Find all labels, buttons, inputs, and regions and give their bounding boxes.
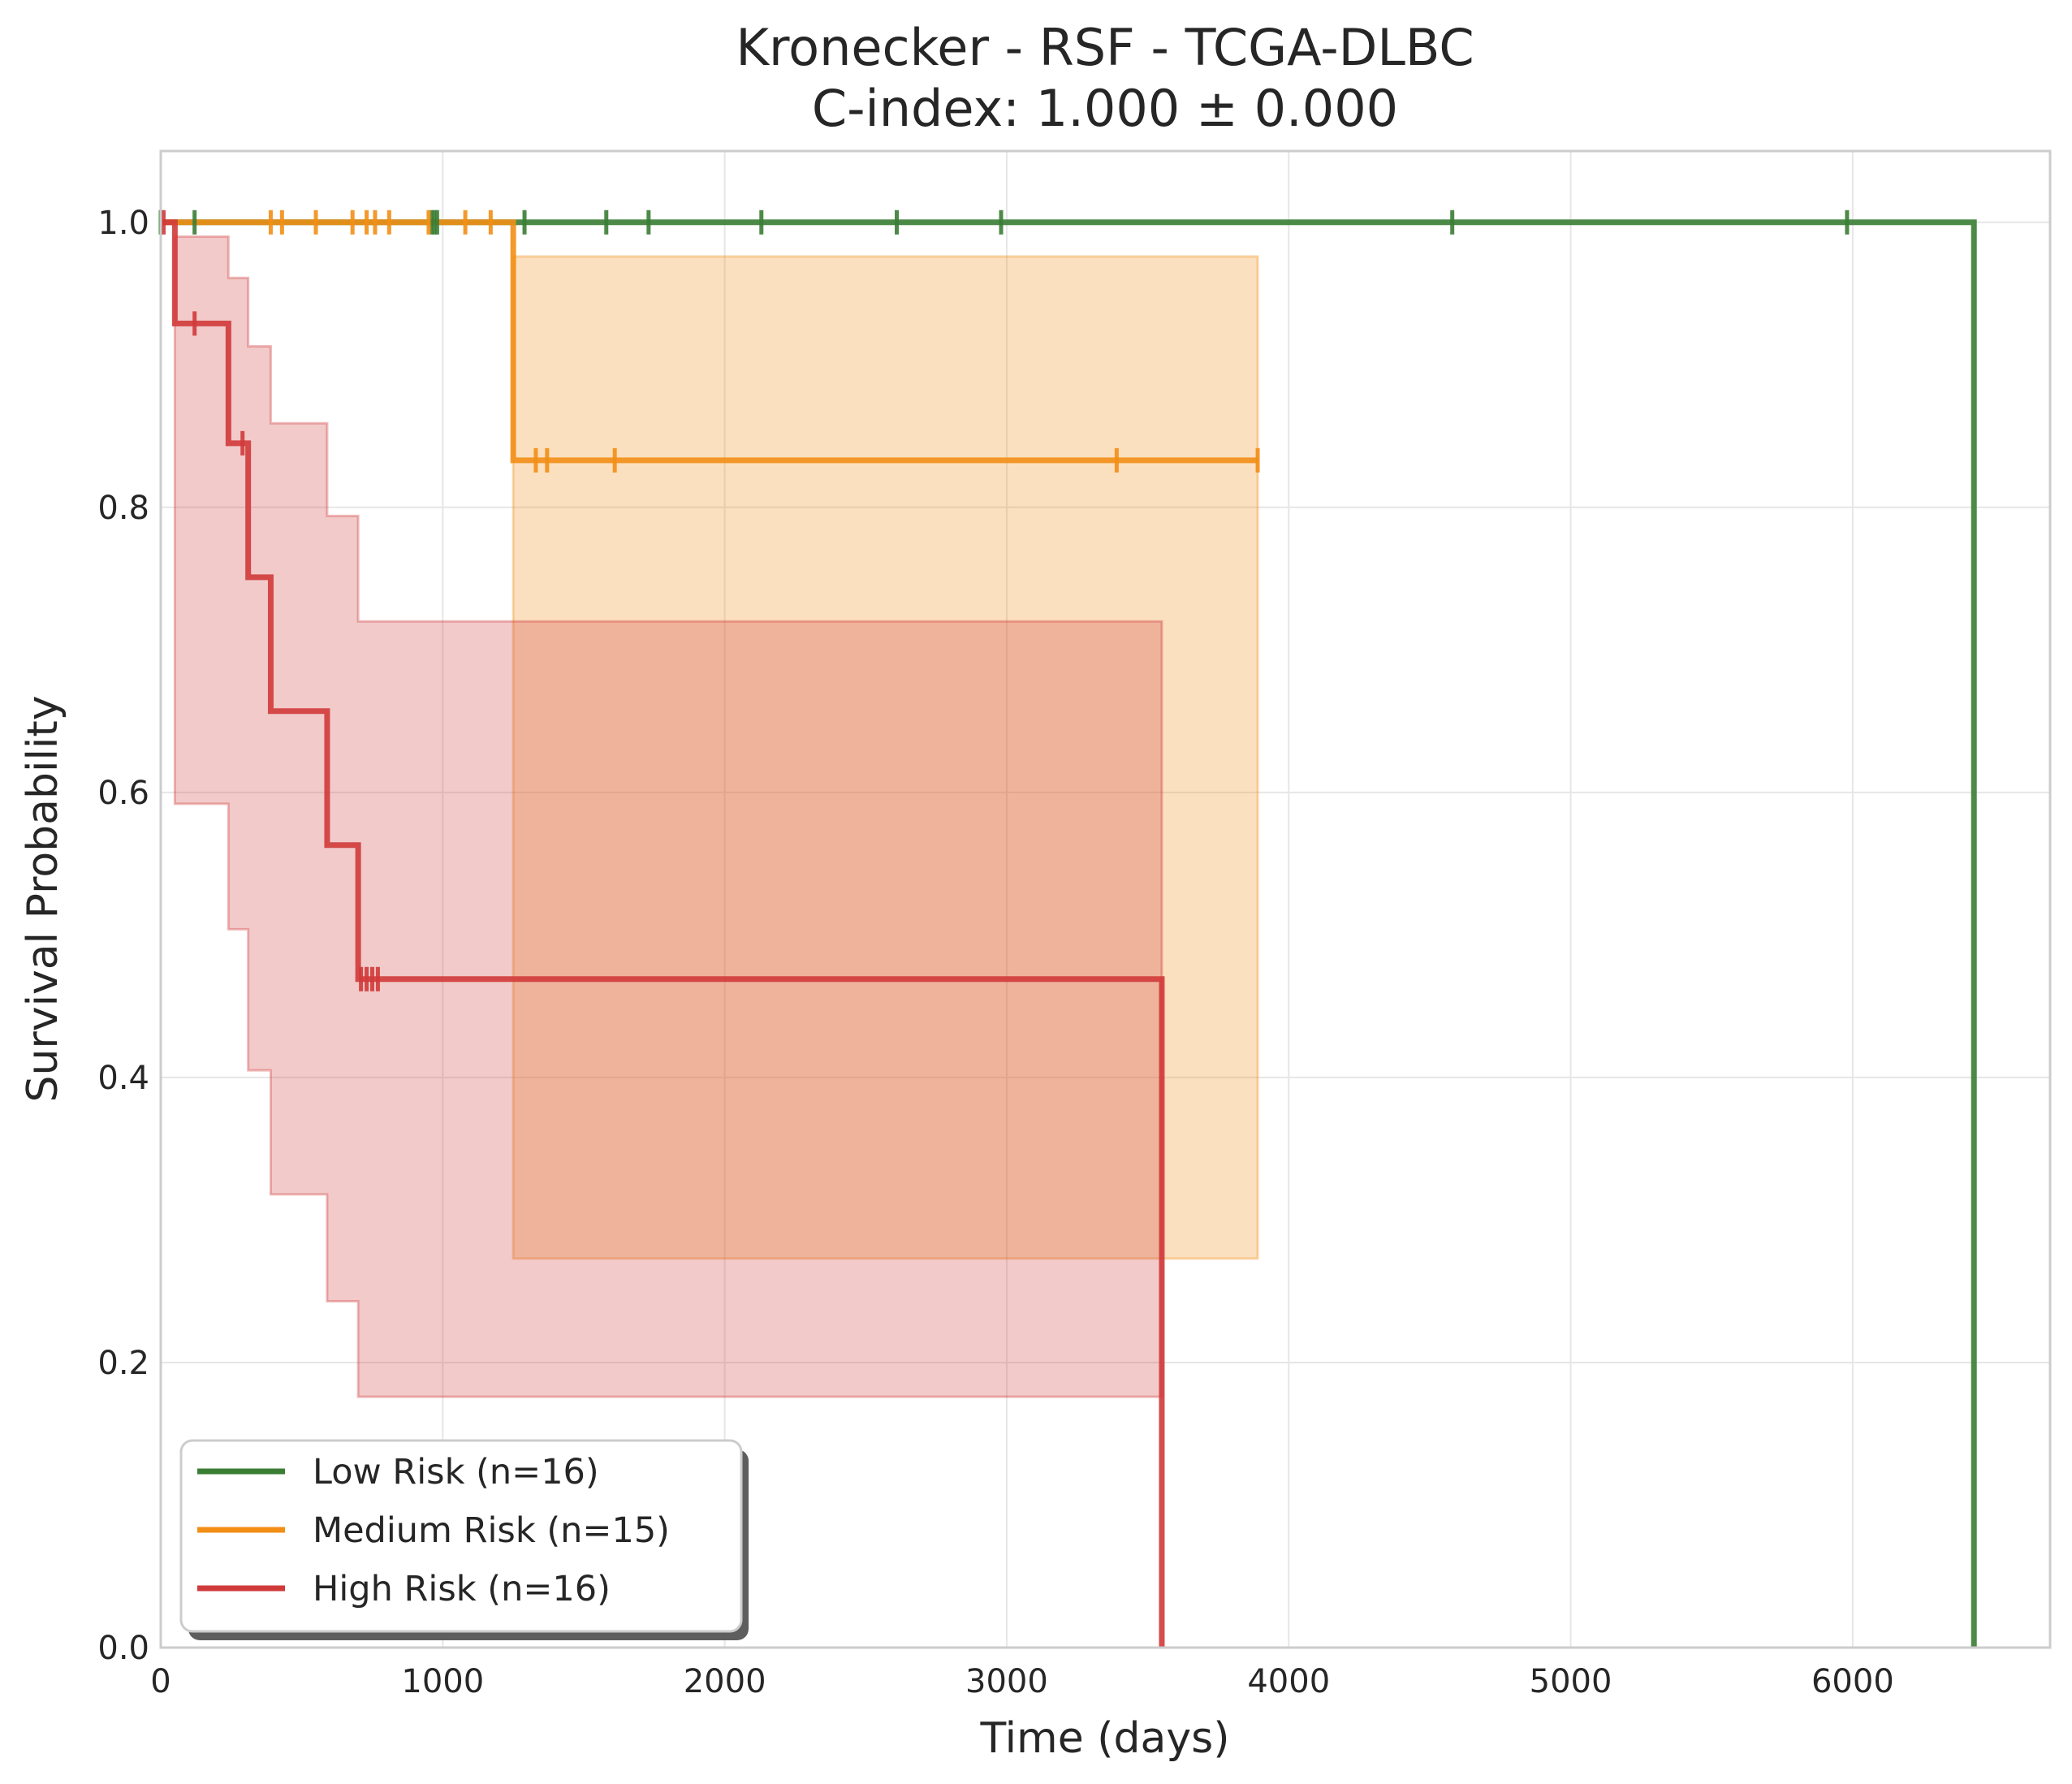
chart-subtitle: C-index: 1.000 ± 0.000	[812, 79, 1398, 138]
y-axis-ticks: 0.0 0.2 0.4 0.6 0.8 1.0	[97, 205, 149, 1667]
x-tick-label: 3000	[965, 1663, 1048, 1700]
chart-title: Kronecker - RSF - TCGA-DLBC	[736, 18, 1474, 77]
y-tick-label: 0.2	[97, 1345, 149, 1382]
legend-label: Medium Risk (n=15)	[313, 1510, 670, 1551]
y-axis-label: Survival Probability	[19, 695, 67, 1102]
y-tick-label: 1.0	[97, 205, 149, 242]
x-axis-label: Time (days)	[979, 1714, 1229, 1763]
x-axis-ticks: 0 1000 2000 3000 4000 5000 6000	[150, 1663, 1894, 1700]
ci-band	[512, 255, 1259, 1260]
survival-curve	[161, 219, 1977, 1648]
legend-label: Low Risk (n=16)	[313, 1452, 599, 1492]
plot-frame	[159, 149, 2052, 1649]
legend-box	[179, 1439, 743, 1633]
x-tick-label: 5000	[1530, 1663, 1612, 1700]
x-tick-label: 0	[150, 1663, 171, 1700]
x-tick-label: 2000	[684, 1663, 766, 1700]
survival-curve	[161, 219, 1258, 464]
y-tick-label: 0.6	[97, 775, 149, 812]
legend-label: High Risk (n=16)	[313, 1569, 611, 1609]
x-tick-label: 6000	[1811, 1663, 1894, 1700]
y-tick-label: 0.4	[97, 1060, 149, 1097]
plot-background	[161, 151, 2050, 1648]
x-tick-label: 4000	[1247, 1663, 1330, 1700]
x-tick-label: 1000	[401, 1663, 484, 1700]
y-tick-label: 0.0	[97, 1630, 149, 1667]
legend: Low Risk (n=16) Medium Risk (n=15) High Ri…	[179, 1439, 749, 1640]
legend-items: Low Risk (n=16) Medium Risk (n=15) High Ri…	[197, 1452, 670, 1609]
y-tick-label: 0.8	[97, 490, 149, 527]
